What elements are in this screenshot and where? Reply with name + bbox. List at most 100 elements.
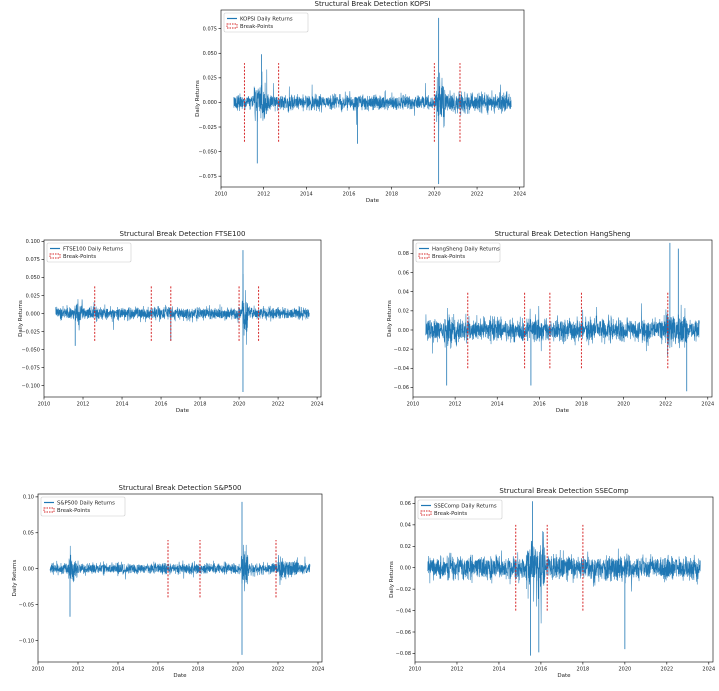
y-tick-label: 0.08 — [398, 251, 409, 257]
y-tick-label: 0.050 — [26, 275, 40, 281]
x-tick-label: 2022 — [471, 192, 484, 198]
legend-box — [417, 499, 503, 520]
x-tick-label: 2014 — [116, 402, 129, 408]
y-tick-label: 0.00 — [400, 566, 411, 572]
chart-title: Structural Break Detection S&P500 — [119, 484, 242, 492]
chart-ftse100: Structural Break Detection FTSE100 2010 20… — [18, 230, 323, 414]
chart-hangsheng: Structural Break Detection HangSheng 2010… — [387, 230, 714, 414]
y-tick-label: −0.025 — [21, 329, 40, 335]
legend-series-label: KOPSI Daily Returns — [240, 17, 293, 23]
chart-ssecomp: Structural Break Detection SSEComp 2010 20… — [389, 487, 715, 679]
x-tick-label: 2018 — [194, 402, 207, 408]
x-tick-label: 2024 — [702, 667, 715, 673]
x-tick-label: 2020 — [428, 192, 441, 198]
y-tick-label: 0.02 — [400, 544, 411, 550]
y-tick-label: −0.075 — [198, 174, 217, 180]
x-axis-label: Date — [176, 408, 190, 414]
y-tick-label: −0.05 — [19, 602, 34, 608]
y-tick-label: 0.02 — [398, 309, 409, 315]
y-tick-label: −0.08 — [396, 651, 411, 657]
y-tick-label: −0.025 — [198, 125, 217, 131]
y-axis-label: Daily Returns — [12, 559, 18, 596]
x-tick-label: 2020 — [233, 402, 246, 408]
legend-box — [415, 242, 501, 263]
x-tick-label: 2020 — [232, 667, 245, 673]
legend-series-label: FTSE100 Daily Returns — [63, 247, 123, 253]
legend-breaks-label: Break-Points — [432, 254, 465, 260]
x-axis-label: Date — [366, 198, 380, 204]
legend-breaks-label: Break-Points — [57, 508, 90, 514]
y-tick-label: 0.075 — [203, 26, 217, 32]
x-tick-label: 2022 — [660, 667, 673, 673]
returns-series — [425, 303, 700, 357]
x-tick-label: 2012 — [449, 402, 462, 408]
y-tick-label: −0.050 — [198, 149, 217, 155]
x-tick-label: 2014 — [493, 667, 506, 673]
legend-breaks-swatch — [49, 253, 61, 259]
legend-box — [223, 12, 309, 33]
y-tick-label: −0.06 — [396, 630, 411, 636]
y-tick-label: 0.075 — [26, 257, 40, 263]
y-tick-label: −0.050 — [21, 347, 40, 353]
x-tick-label: 2012 — [451, 667, 464, 673]
x-tick-label: 2012 — [257, 192, 270, 198]
y-tick-label: 0.05 — [23, 531, 34, 537]
y-tick-label: 0.100 — [26, 239, 40, 245]
x-tick-label: 2014 — [491, 402, 504, 408]
legend-breaks-swatch — [43, 507, 55, 513]
x-tick-label: 2018 — [385, 192, 398, 198]
chart-kopsi: Structural Break Detection KOPSI 2010 2012… — [195, 0, 526, 204]
y-tick-label: −0.04 — [394, 366, 409, 372]
x-tick-label: 2018 — [575, 402, 588, 408]
x-tick-label: 2012 — [72, 667, 85, 673]
legend-series-label: SSEComp Daily Returns — [434, 504, 497, 510]
x-tick-label: 2020 — [617, 402, 630, 408]
y-tick-label: −0.100 — [21, 383, 40, 389]
x-tick-label: 2010 — [409, 667, 422, 673]
x-tick-label: 2018 — [192, 667, 205, 673]
y-tick-label: −0.02 — [396, 587, 411, 593]
legend-breaks-label: Break-Points — [63, 254, 96, 260]
returns-series — [55, 273, 310, 345]
x-tick-label: 2016 — [533, 402, 546, 408]
legend-breaks-swatch — [418, 253, 430, 259]
x-tick-label: 2016 — [535, 667, 548, 673]
x-tick-label: 2022 — [272, 402, 285, 408]
x-axis-label: Date — [557, 673, 571, 679]
x-tick-label: 2018 — [577, 667, 590, 673]
y-tick-label: −0.06 — [394, 385, 409, 391]
legend-box — [40, 496, 126, 517]
y-axis-label: Daily Returns — [195, 80, 201, 117]
x-tick-label: 2016 — [343, 192, 356, 198]
legend-breaks-label: Break-Points — [240, 24, 273, 30]
y-tick-label: −0.10 — [19, 638, 34, 644]
x-tick-label: 2022 — [272, 667, 285, 673]
y-tick-label: 0.050 — [203, 51, 217, 57]
legend-series-label: S&P500 Daily Returns — [57, 501, 115, 507]
legend-breaks-swatch — [420, 510, 432, 516]
y-tick-label: 0.000 — [203, 100, 217, 106]
x-tick-label: 2020 — [618, 667, 631, 673]
y-tick-label: 0.025 — [26, 293, 40, 299]
x-tick-label: 2012 — [77, 402, 90, 408]
x-tick-label: 2024 — [312, 667, 325, 673]
legend-box — [46, 242, 132, 263]
x-tick-label: 2014 — [112, 667, 125, 673]
axes-frame — [412, 239, 713, 398]
returns-series — [49, 544, 311, 592]
x-tick-label: 2010 — [215, 192, 228, 198]
x-tick-label: 2024 — [513, 192, 526, 198]
y-tick-label: 0.06 — [400, 501, 411, 507]
legend-breaks-swatch — [226, 23, 238, 29]
y-tick-label: 0.10 — [23, 495, 34, 501]
x-tick-label: 2010 — [407, 402, 420, 408]
y-tick-label: −0.04 — [396, 608, 411, 614]
axes-frame — [43, 239, 322, 398]
chart-title: Structural Break Detection HangSheng — [494, 230, 630, 238]
